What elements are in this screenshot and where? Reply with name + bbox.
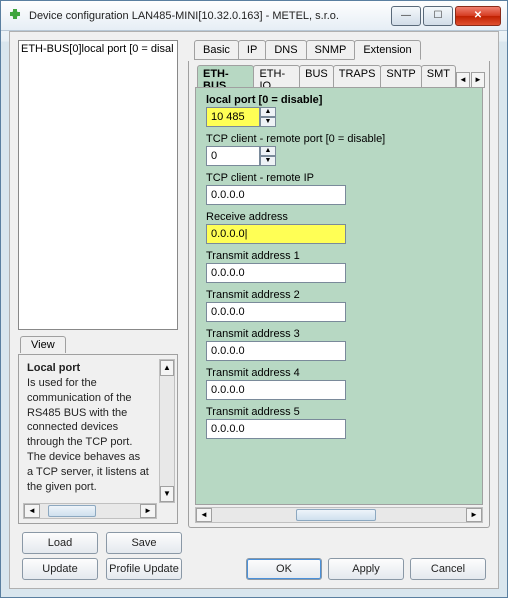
scroll-right-icon[interactable]: ► xyxy=(140,504,156,518)
tcp-remote-port-input[interactable] xyxy=(206,146,260,166)
tx3-label: Transmit address 3 xyxy=(206,328,472,340)
tab-ip[interactable]: IP xyxy=(238,40,266,60)
profile-update-button[interactable]: Profile Update xyxy=(106,558,182,580)
help-line: communication of the xyxy=(27,392,132,404)
scroll-thumb[interactable] xyxy=(296,509,376,521)
tab-snmp[interactable]: SNMP xyxy=(306,40,356,60)
button-row: Load Save Update Profile Update OK Apply… xyxy=(18,532,490,580)
update-button[interactable]: Update xyxy=(22,558,98,580)
tab-extension[interactable]: Extension xyxy=(354,40,420,60)
titlebar[interactable]: Device configuration LAN485-MINI[10.32.0… xyxy=(1,1,507,31)
tabs-scroll-right-icon[interactable]: ► xyxy=(471,72,485,88)
tx3-input[interactable] xyxy=(206,341,346,361)
view-panel: View Local port Is used for the communic… xyxy=(18,336,178,524)
cancel-button[interactable]: Cancel xyxy=(410,558,486,580)
scroll-down-icon[interactable]: ▼ xyxy=(160,486,174,502)
help-heading: Local port xyxy=(27,362,80,374)
view-body: Local port Is used for the communication… xyxy=(18,354,178,524)
tx5-input[interactable] xyxy=(206,419,346,439)
local-port-input[interactable] xyxy=(206,107,260,127)
scroll-up-icon[interactable]: ▲ xyxy=(160,360,174,376)
scroll-left-icon[interactable]: ◄ xyxy=(196,508,212,522)
receive-addr-input[interactable] xyxy=(206,224,346,244)
tree-item[interactable]: ETH-BUS[0]local port [0 = disal xyxy=(21,43,175,55)
scroll-right-icon[interactable]: ► xyxy=(466,508,482,522)
tcp-remote-port-spinner[interactable]: ▲▼ xyxy=(260,146,276,166)
puzzle-icon xyxy=(7,8,23,24)
tcp-remote-ip-label: TCP client - remote IP xyxy=(206,172,472,184)
tx2-input[interactable] xyxy=(206,302,346,322)
tabs-scroll-left-icon[interactable]: ◄ xyxy=(456,72,470,88)
tx2-label: Transmit address 2 xyxy=(206,289,472,301)
local-port-label: local port [0 = disable] xyxy=(206,94,472,106)
ok-button[interactable]: OK xyxy=(246,558,322,580)
load-button[interactable]: Load xyxy=(22,532,98,554)
help-line: connected devices xyxy=(27,421,118,433)
tcp-remote-port-label: TCP client - remote port [0 = disable] xyxy=(206,133,472,145)
ethbus-form: local port [0 = disable] ▲▼ TCP client -… xyxy=(195,87,483,505)
local-port-spinner[interactable]: ▲▼ xyxy=(260,107,276,127)
close-button[interactable]: ✕ xyxy=(455,6,501,26)
tx4-input[interactable] xyxy=(206,380,346,400)
extension-pane: ETH-BUS ETH-IO BUS TRAPS SNTP SMT ◄ ► xyxy=(188,61,490,528)
form-hscrollbar[interactable]: ◄ ► xyxy=(195,507,483,523)
left-column: ETH-BUS[0]local port [0 = disal View Loc… xyxy=(18,40,178,528)
view-vscrollbar[interactable]: ▲ ▼ xyxy=(159,359,175,503)
tab-view[interactable]: View xyxy=(20,336,66,353)
tx4-label: Transmit address 4 xyxy=(206,367,472,379)
maximize-button[interactable]: ☐ xyxy=(423,6,453,26)
save-button[interactable]: Save xyxy=(106,532,182,554)
help-line: Is used for the xyxy=(27,377,97,389)
tree-box[interactable]: ETH-BUS[0]local port [0 = disal xyxy=(18,40,178,330)
help-line: through the TCP port. xyxy=(27,436,132,448)
help-line: RS485 BUS with the xyxy=(27,407,127,419)
tcp-remote-ip-input[interactable] xyxy=(206,185,346,205)
help-line: The device behaves as xyxy=(27,451,140,463)
minimize-button[interactable]: — xyxy=(391,6,421,26)
apply-button[interactable]: Apply xyxy=(328,558,404,580)
tx1-label: Transmit address 1 xyxy=(206,250,472,262)
config-window: Device configuration LAN485-MINI[10.32.0… xyxy=(0,0,508,598)
scroll-thumb[interactable] xyxy=(48,505,96,517)
client-area: ETH-BUS[0]local port [0 = disal View Loc… xyxy=(9,31,499,589)
right-column: Basic IP DNS SNMP Extension ETH-BUS ETH-… xyxy=(188,40,490,528)
receive-addr-label: Receive address xyxy=(206,211,472,223)
tab-dns[interactable]: DNS xyxy=(265,40,306,60)
scroll-left-icon[interactable]: ◄ xyxy=(24,504,40,518)
tx5-label: Transmit address 5 xyxy=(206,406,472,418)
view-hscrollbar[interactable]: ◄ ► xyxy=(23,503,157,519)
help-text: Local port Is used for the communication… xyxy=(27,361,173,524)
help-line: a TCP server, it listens at xyxy=(27,466,149,478)
tab-basic[interactable]: Basic xyxy=(194,40,239,60)
help-line: the given port. xyxy=(27,481,97,493)
window-title: Device configuration LAN485-MINI[10.32.0… xyxy=(29,10,339,22)
main-tabs: Basic IP DNS SNMP Extension xyxy=(194,40,490,60)
tx1-input[interactable] xyxy=(206,263,346,283)
